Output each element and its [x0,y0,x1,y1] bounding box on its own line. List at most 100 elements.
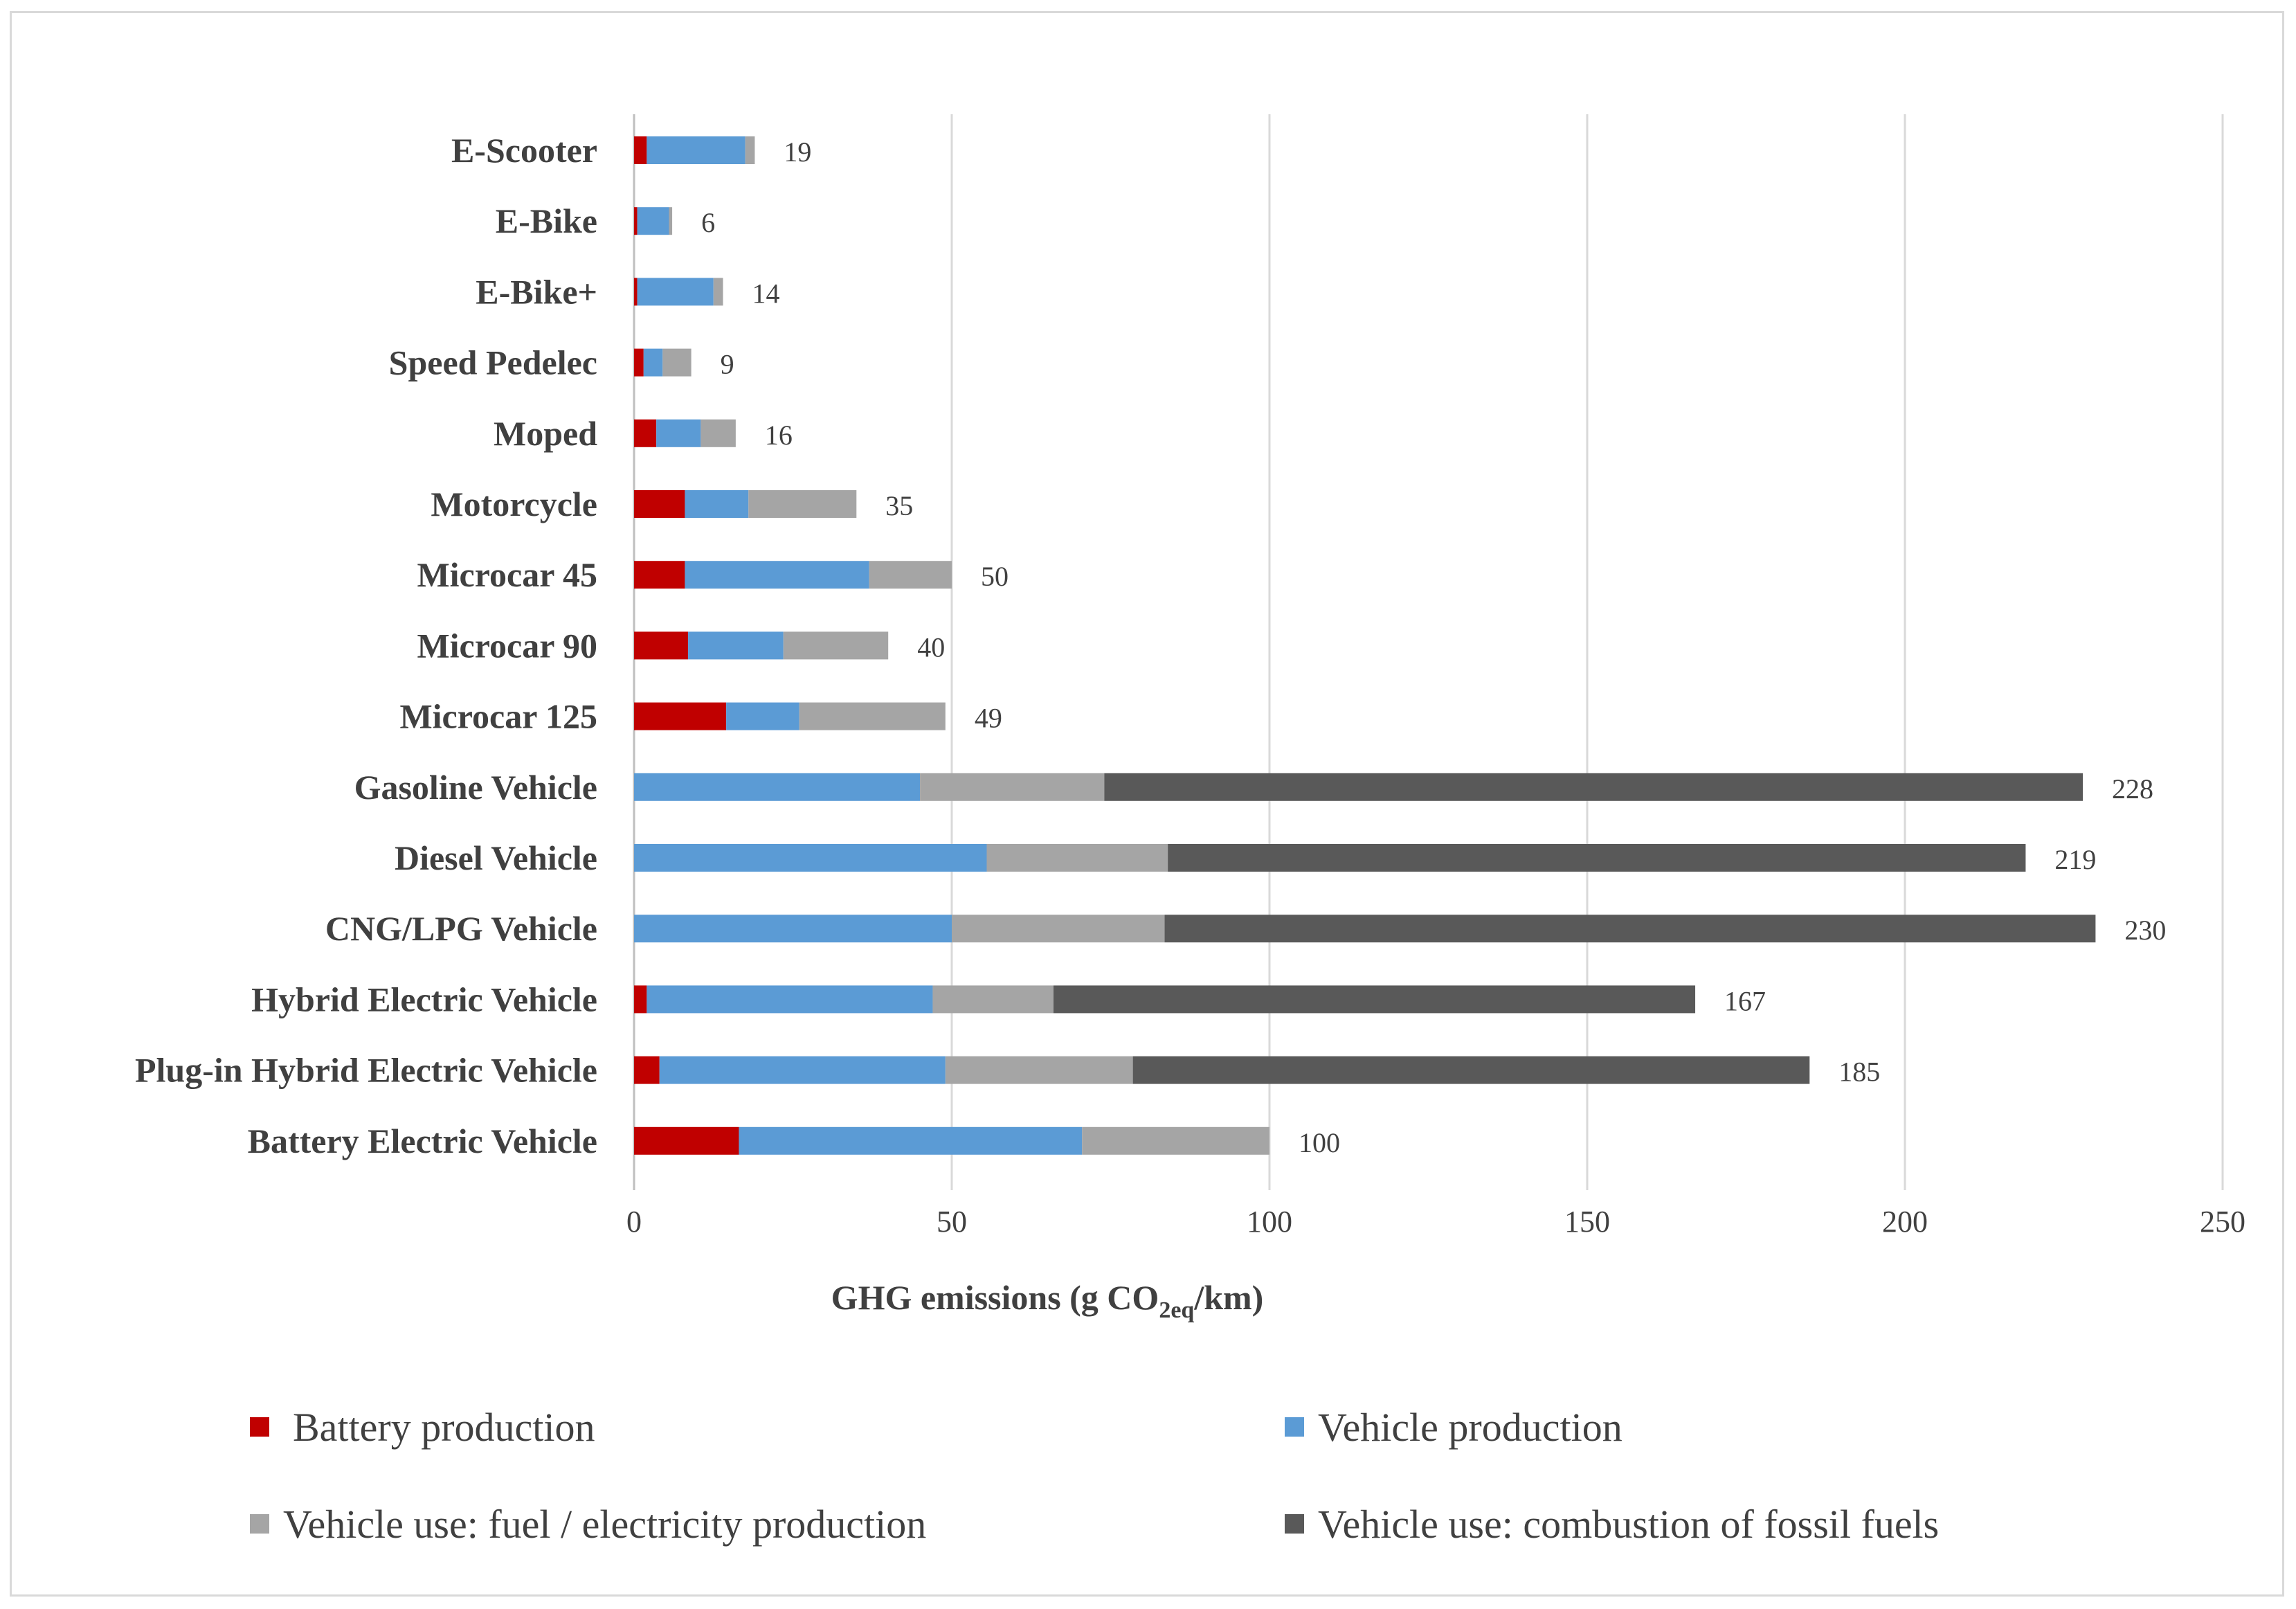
x-tick-label: 50 [937,1205,967,1239]
category-label: E-Bike [496,201,597,240]
bar-segment-battery-production-speed-pedelec [634,348,644,377]
category-label: Hybrid Electric Vehicle [251,980,597,1018]
category-label: CNG/LPG Vehicle [325,909,597,948]
bar-segment-vehicle-production-motorcycle [685,490,749,518]
total-label: 19 [784,136,811,168]
bar-segment-battery-production-battery-electric-vehicle [634,1126,739,1155]
total-label: 40 [917,631,945,663]
total-label: 6 [701,207,715,238]
bar-segment-vehicle-use-fuel-electricity-production-hybrid-electric-vehicle [932,985,1054,1014]
bar-segment-vehicle-production-plug-in-hybrid-electric-vehicle [659,1056,946,1084]
bar-segment-vehicle-use-combustion-of-fossil-fuels-diesel-vehicle [1168,844,2026,872]
bar-segment-vehicle-use-fuel-electricity-production-e-bike [713,278,723,306]
bar-segment-vehicle-use-fuel-electricity-production-battery-electric-vehicle [1082,1126,1269,1155]
category-label: Diesel Vehicle [395,838,597,877]
bar-segment-vehicle-production-battery-electric-vehicle [739,1126,1083,1155]
bar-segment-vehicle-production-gasoline-vehicle [634,773,921,801]
legend-item-vehicle-use-combustion-of-fossil-fuels: Vehicle use: combustion of fossil fuels [1285,1502,1939,1547]
category-label: Microcar 125 [399,697,597,736]
total-label: 50 [981,561,1009,592]
category-label: Speed Pedelec [389,343,597,382]
legend-item-vehicle-production: Vehicle production [1285,1405,1622,1450]
category-label: Gasoline Vehicle [354,768,597,807]
total-label: 49 [975,703,1002,734]
category-label: Battery Electric Vehicle [248,1122,597,1160]
bar-segment-vehicle-production-moped [656,419,701,447]
legend-label: Vehicle use: combustion of fossil fuels [1318,1502,1939,1547]
bar-segment-vehicle-use-combustion-of-fossil-fuels-gasoline-vehicle [1104,773,2083,801]
x-axis-ticks: 0 50 100 150 200 250 [626,1205,2245,1239]
bar-segment-vehicle-use-fuel-electricity-production-plug-in-hybrid-electric-vehicle [945,1056,1133,1084]
total-label: 35 [885,490,913,521]
legend: Battery production Vehicle production Vehi… [250,1405,1939,1547]
legend-swatch [1285,1514,1304,1534]
bar-segment-vehicle-use-combustion-of-fossil-fuels-hybrid-electric-vehicle [1053,985,1696,1014]
x-axis-title: GHG emissions (g CO2eq/km) [831,1278,1264,1323]
category-label: E-Bike+ [476,272,597,311]
bar-segment-vehicle-use-combustion-of-fossil-fuels-plug-in-hybrid-electric-vehicle [1132,1056,1810,1084]
bar-segment-vehicle-use-fuel-electricity-production-e-scooter [745,136,755,164]
legend-label: Battery production [293,1405,595,1450]
bar-segment-vehicle-use-fuel-electricity-production-microcar-90 [783,631,889,660]
total-label: 100 [1299,1127,1340,1158]
legend-item-vehicle-use-fuel-electricity-production: Vehicle use: fuel / electricity producti… [250,1502,926,1547]
bar-segment-battery-production-e-bike [634,207,638,235]
bar-segment-vehicle-production-hybrid-electric-vehicle [647,985,933,1014]
bar-segment-vehicle-use-fuel-electricity-production-moped [700,419,736,447]
x-tick-label: 0 [626,1205,642,1239]
bar-segment-vehicle-production-e-scooter [647,136,745,164]
total-label: 9 [721,349,734,380]
legend-label: Vehicle production [1318,1405,1622,1450]
bar-segment-vehicle-production-microcar-90 [688,631,784,660]
bars [634,136,2096,1155]
bar-segment-vehicle-use-fuel-electricity-production-cng-lpg-vehicle [952,915,1165,943]
category-label: Plug-in Hybrid Electric Vehicle [135,1051,597,1090]
total-label: 185 [1838,1057,1880,1088]
legend-swatch [1285,1417,1304,1437]
bar-segment-battery-production-plug-in-hybrid-electric-vehicle [634,1056,660,1084]
bar-segment-vehicle-production-e-bike [637,278,714,306]
legend-label: Vehicle use: fuel / electricity producti… [283,1502,926,1547]
category-label: Motorcycle [431,485,597,523]
legend-swatch [250,1417,269,1437]
total-label: 230 [2124,915,2166,946]
category-label: E-Scooter [451,131,597,170]
category-labels: E-Scooter E-Bike E-Bike+ Speed Pedelec Moped… [135,131,597,1160]
category-label: Moped [494,414,597,453]
total-label: 16 [765,420,793,451]
x-tick-label: 150 [1564,1205,1610,1239]
bar-segment-vehicle-production-microcar-45 [685,561,869,589]
x-tick-label: 200 [1882,1205,1928,1239]
bar-segment-vehicle-use-fuel-electricity-production-diesel-vehicle [986,844,1168,872]
bar-segment-battery-production-microcar-45 [634,561,685,589]
bar-segment-vehicle-production-speed-pedelec [643,348,663,377]
bar-segment-battery-production-moped [634,419,657,447]
bar-segment-vehicle-production-e-bike [637,207,669,235]
bar-segment-vehicle-use-fuel-electricity-production-gasoline-vehicle [920,773,1105,801]
category-label: Microcar 45 [417,555,597,594]
total-label: 228 [2112,773,2153,804]
x-tick-label: 100 [1247,1205,1292,1239]
bar-segment-vehicle-use-fuel-electricity-production-microcar-45 [869,561,952,589]
bar-segment-battery-production-e-bike [634,278,638,306]
chart-frame: E-Scooter E-Bike E-Bike+ Speed Pedelec Moped… [10,11,2284,1597]
bar-segment-vehicle-use-fuel-electricity-production-motorcycle [748,490,857,518]
category-label: Microcar 90 [417,626,597,665]
bar-segment-battery-production-microcar-125 [634,702,727,730]
bar-segment-vehicle-production-cng-lpg-vehicle [634,915,952,943]
bar-segment-vehicle-use-fuel-electricity-production-e-bike [669,207,673,235]
bar-segment-vehicle-use-fuel-electricity-production-microcar-125 [799,702,946,730]
total-label: 167 [1724,985,1766,1016]
bar-segment-vehicle-use-fuel-electricity-production-speed-pedelec [662,348,691,377]
bar-segment-battery-production-motorcycle [634,490,685,518]
bar-segment-battery-production-hybrid-electric-vehicle [634,985,647,1014]
bar-segment-vehicle-production-microcar-125 [726,702,799,730]
x-tick-label: 250 [2200,1205,2245,1239]
total-label: 219 [2054,844,2096,875]
bar-segment-battery-production-e-scooter [634,136,647,164]
bar-segment-vehicle-production-diesel-vehicle [634,844,987,872]
ghg-emissions-chart: E-Scooter E-Bike E-Bike+ Speed Pedelec Moped… [135,114,2245,1547]
legend-item-battery-production: Battery production [250,1405,595,1450]
total-labels: 19 6 14 9 16 35 50 40 49 228 219 230 167 185 100 [701,136,2166,1158]
bar-segment-vehicle-use-combustion-of-fossil-fuels-cng-lpg-vehicle [1164,915,2096,943]
